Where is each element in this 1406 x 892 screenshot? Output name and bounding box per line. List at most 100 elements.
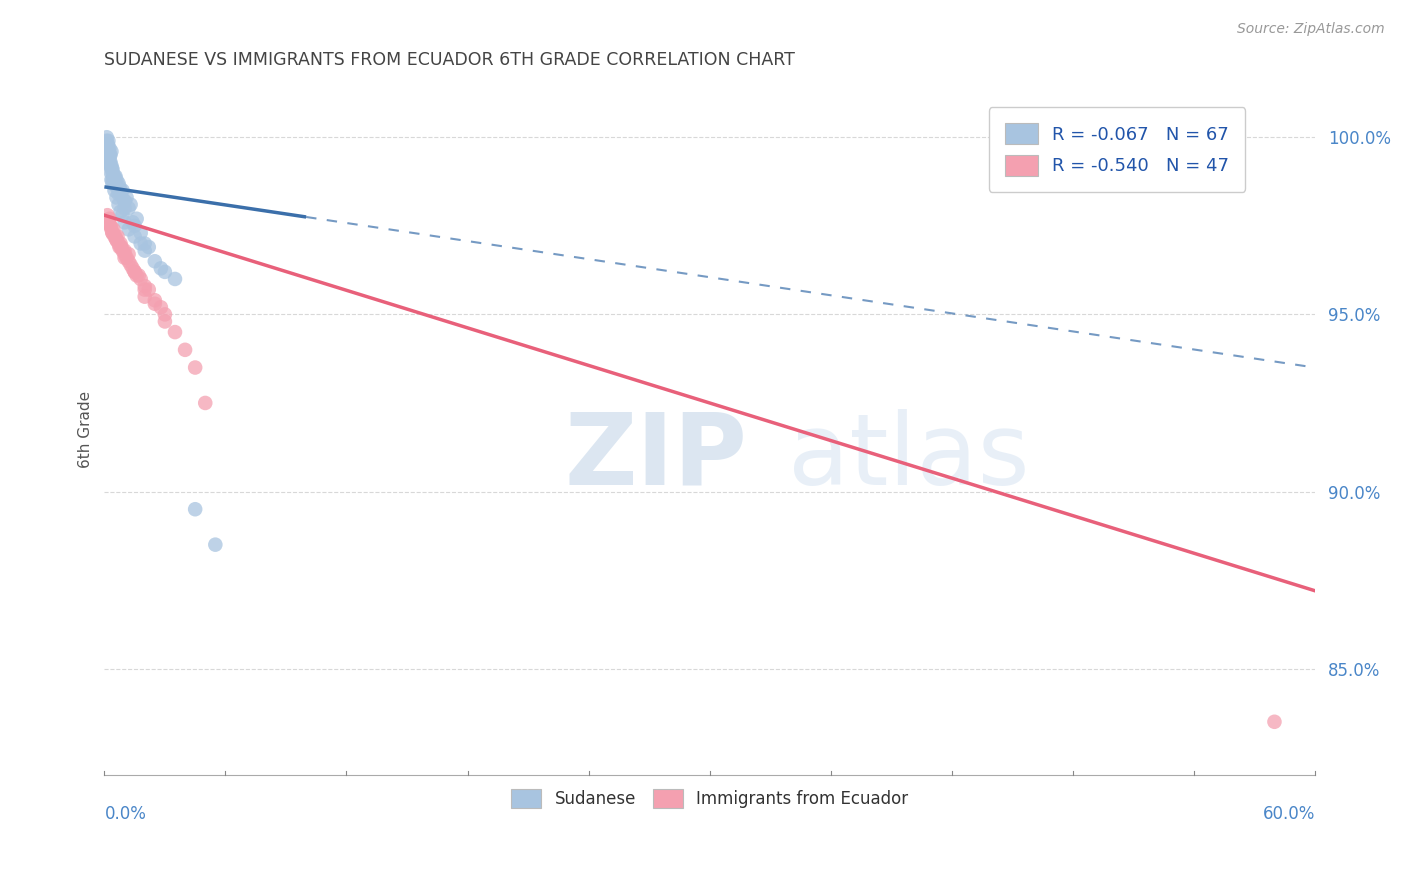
- Point: [107, 236, 129, 251]
- Point: [153, 314, 176, 328]
- Point: [163, 272, 186, 286]
- Point: [101, 162, 124, 177]
- Point: [103, 229, 125, 244]
- Point: [125, 211, 148, 226]
- Point: [101, 173, 124, 187]
- Legend: Sudanese, Immigrants from Ecuador: Sudanese, Immigrants from Ecuador: [505, 782, 915, 815]
- Point: [98, 211, 121, 226]
- Point: [107, 197, 129, 211]
- Point: [96, 141, 118, 155]
- Point: [114, 244, 136, 258]
- Point: [143, 297, 166, 311]
- Point: [114, 247, 136, 261]
- Point: [110, 236, 132, 251]
- Point: [138, 283, 160, 297]
- Point: [184, 502, 207, 516]
- Point: [103, 177, 125, 191]
- Point: [124, 265, 146, 279]
- Point: [124, 265, 146, 279]
- Point: [174, 343, 197, 357]
- Text: atlas: atlas: [789, 409, 1031, 506]
- Point: [129, 236, 152, 251]
- Point: [115, 251, 138, 265]
- Point: [105, 233, 128, 247]
- Point: [97, 152, 120, 166]
- Point: [103, 169, 125, 184]
- Point: [100, 145, 122, 159]
- Point: [104, 169, 127, 184]
- Point: [143, 293, 166, 308]
- Point: [117, 222, 139, 236]
- Text: Source: ZipAtlas.com: Source: ZipAtlas.com: [1237, 22, 1385, 37]
- Point: [108, 179, 131, 194]
- Point: [100, 173, 122, 187]
- Text: SUDANESE VS IMMIGRANTS FROM ECUADOR 6TH GRADE CORRELATION CHART: SUDANESE VS IMMIGRANTS FROM ECUADOR 6TH …: [104, 51, 796, 69]
- Point: [100, 148, 122, 162]
- Point: [101, 162, 124, 177]
- Point: [101, 166, 124, 180]
- Point: [184, 360, 207, 375]
- Point: [98, 148, 121, 162]
- Point: [121, 261, 143, 276]
- Point: [134, 283, 156, 297]
- Point: [97, 152, 120, 166]
- Point: [103, 222, 125, 236]
- Point: [100, 219, 122, 233]
- Point: [101, 177, 124, 191]
- Point: [120, 258, 142, 272]
- Point: [117, 201, 139, 215]
- Point: [111, 208, 134, 222]
- Point: [129, 226, 152, 240]
- Point: [111, 183, 134, 197]
- Point: [125, 268, 148, 283]
- Point: [134, 244, 156, 258]
- Point: [100, 166, 122, 180]
- Point: [149, 261, 172, 276]
- Point: [115, 190, 138, 204]
- Point: [96, 208, 118, 222]
- Point: [105, 190, 128, 204]
- Point: [114, 201, 136, 215]
- Point: [100, 219, 122, 233]
- Point: [111, 244, 134, 258]
- Point: [117, 254, 139, 268]
- Point: [105, 233, 128, 247]
- Point: [107, 229, 129, 244]
- Point: [120, 197, 142, 211]
- Point: [98, 155, 121, 169]
- Point: [97, 215, 120, 229]
- Point: [110, 183, 132, 197]
- Point: [110, 186, 132, 201]
- Point: [98, 159, 121, 173]
- Point: [114, 251, 136, 265]
- Point: [98, 141, 121, 155]
- Point: [143, 254, 166, 268]
- Point: [124, 229, 146, 244]
- Point: [100, 159, 122, 173]
- Point: [101, 226, 124, 240]
- Point: [98, 152, 121, 166]
- Y-axis label: 6th Grade: 6th Grade: [79, 391, 93, 468]
- Point: [114, 215, 136, 229]
- Point: [134, 236, 156, 251]
- Point: [97, 134, 120, 148]
- Point: [121, 215, 143, 229]
- Point: [134, 279, 156, 293]
- Point: [153, 265, 176, 279]
- Text: 0.0%: 0.0%: [104, 805, 146, 823]
- Point: [107, 177, 129, 191]
- Point: [149, 301, 172, 315]
- Point: [153, 307, 176, 321]
- Point: [110, 204, 132, 219]
- Point: [100, 155, 122, 169]
- Point: [105, 173, 128, 187]
- Point: [96, 134, 118, 148]
- Point: [114, 194, 136, 208]
- Point: [107, 186, 129, 201]
- Point: [100, 222, 122, 236]
- Point: [134, 290, 156, 304]
- Point: [103, 183, 125, 197]
- Point: [96, 130, 118, 145]
- Point: [98, 145, 121, 159]
- Point: [117, 247, 139, 261]
